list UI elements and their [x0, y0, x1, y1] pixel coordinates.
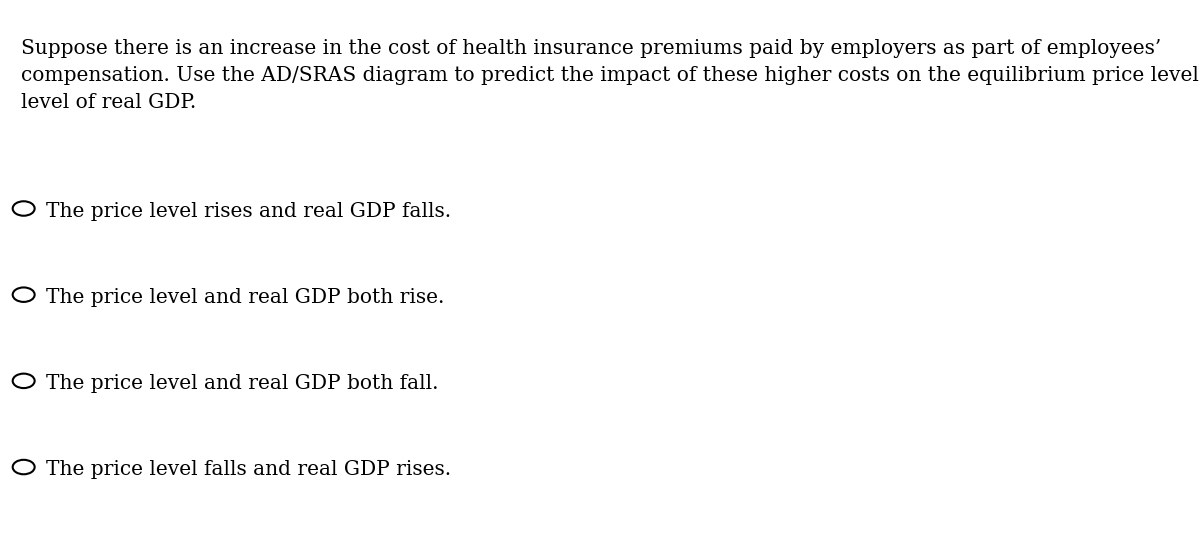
- Text: The price level and real GDP both rise.: The price level and real GDP both rise.: [47, 288, 445, 307]
- Text: The price level and real GDP both fall.: The price level and real GDP both fall.: [47, 374, 439, 393]
- Text: The price level rises and real GDP falls.: The price level rises and real GDP falls…: [47, 202, 451, 221]
- Text: Suppose there is an increase in the cost of health insurance premiums paid by em: Suppose there is an increase in the cost…: [22, 39, 1200, 112]
- Text: The price level falls and real GDP rises.: The price level falls and real GDP rises…: [47, 460, 451, 479]
